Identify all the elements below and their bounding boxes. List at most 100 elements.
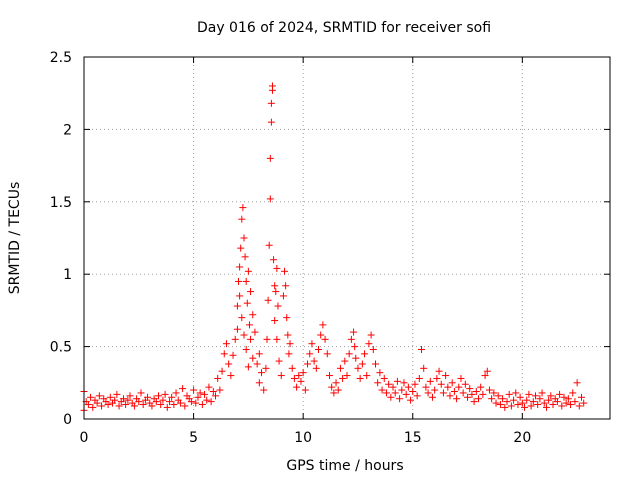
data-point <box>266 154 274 162</box>
data-point <box>260 386 268 394</box>
data-point <box>367 331 375 339</box>
data-point <box>374 379 382 387</box>
data-point <box>470 398 478 406</box>
y-tick-label: 2.5 <box>50 50 72 66</box>
data-point <box>244 363 252 371</box>
data-point <box>350 328 358 336</box>
data-point <box>297 377 305 385</box>
data-point <box>398 386 406 394</box>
data-point <box>475 395 482 403</box>
data-point <box>165 398 173 406</box>
data-point <box>457 374 465 382</box>
data-point <box>529 398 537 406</box>
data-point <box>181 402 189 410</box>
data-point <box>542 403 550 411</box>
data-point <box>433 374 441 382</box>
data-point <box>378 386 386 394</box>
data-point <box>351 343 359 351</box>
data-point <box>439 389 447 397</box>
data-point <box>553 398 561 406</box>
data-point <box>242 345 250 353</box>
data-point <box>137 389 145 397</box>
data-point <box>152 398 160 406</box>
data-point <box>336 364 344 372</box>
data-point <box>231 335 239 343</box>
data-point <box>240 331 248 339</box>
data-point <box>242 277 250 285</box>
data-point <box>365 340 373 348</box>
data-point <box>422 383 430 391</box>
data-point <box>455 383 463 391</box>
data-point <box>306 350 314 358</box>
data-point <box>95 392 103 400</box>
data-point <box>488 395 496 403</box>
data-point <box>558 402 566 410</box>
data-point <box>277 372 285 380</box>
data-point <box>279 292 287 300</box>
data-point <box>212 392 219 400</box>
data-point <box>490 389 498 397</box>
data-point <box>243 299 251 307</box>
data-point <box>339 374 347 382</box>
data-point <box>556 390 564 398</box>
data-point <box>409 387 417 395</box>
data-point <box>258 369 266 377</box>
data-points <box>80 82 588 414</box>
data-point <box>334 386 342 394</box>
data-point <box>251 328 259 336</box>
data-point <box>241 253 249 261</box>
data-point <box>247 335 255 343</box>
data-point <box>431 386 439 394</box>
y-axis-label: SRMTID / TECUs <box>7 182 23 295</box>
data-point <box>330 389 338 397</box>
data-point <box>253 360 261 368</box>
data-point <box>479 390 487 398</box>
data-point <box>549 401 557 409</box>
data-point <box>249 311 257 319</box>
data-point <box>499 395 507 403</box>
data-point <box>323 350 331 358</box>
data-point <box>245 321 253 329</box>
data-point <box>321 335 329 343</box>
data-point <box>446 392 454 400</box>
data-point <box>207 398 215 406</box>
data-point <box>573 379 581 387</box>
data-point <box>496 401 504 409</box>
data-point <box>396 395 404 403</box>
data-point <box>523 396 531 404</box>
data-point <box>218 367 226 375</box>
data-point <box>510 396 518 404</box>
data-point <box>275 357 283 365</box>
data-point <box>385 380 393 388</box>
data-point <box>492 399 500 407</box>
data-point <box>233 325 241 333</box>
data-point <box>176 399 184 407</box>
data-point <box>238 215 246 223</box>
data-point <box>144 393 152 401</box>
data-point <box>227 372 235 380</box>
data-point <box>393 377 401 385</box>
data-point <box>205 383 213 391</box>
data-point <box>363 372 371 380</box>
data-point <box>413 392 421 400</box>
data-point <box>148 402 156 410</box>
data-point <box>400 379 408 387</box>
data-point <box>198 401 206 409</box>
data-point <box>271 282 279 290</box>
data-point <box>281 267 289 275</box>
data-point <box>494 392 502 400</box>
data-point <box>391 389 399 397</box>
data-point <box>255 379 263 387</box>
data-point <box>503 398 511 406</box>
data-point <box>196 389 204 397</box>
data-point <box>448 379 456 387</box>
data-point <box>89 403 97 411</box>
data-point <box>466 385 474 393</box>
data-point <box>354 364 362 372</box>
data-point <box>222 340 230 348</box>
data-point <box>569 389 577 397</box>
data-point <box>284 331 292 339</box>
axis-ticks: 0 5 10 15 20 0 0.5 1 1.5 2 2.5 <box>50 50 610 446</box>
data-point <box>371 360 379 368</box>
